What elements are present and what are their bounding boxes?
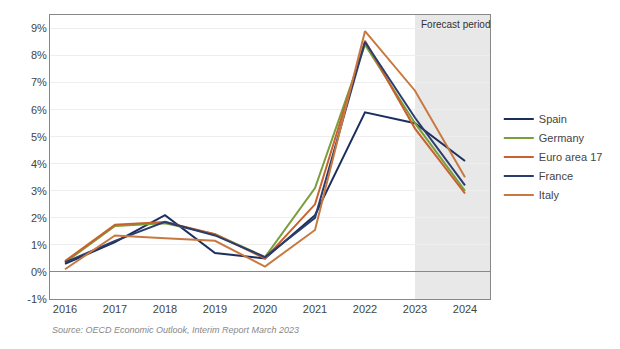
svg-text:2016: 2016 — [53, 303, 77, 315]
svg-text:2018: 2018 — [153, 303, 177, 315]
svg-text:Forecast period: Forecast period — [421, 19, 490, 30]
svg-text:2%: 2% — [31, 212, 47, 224]
svg-text:8%: 8% — [31, 49, 47, 61]
svg-text:2022: 2022 — [353, 303, 377, 315]
svg-text:Euro area 17: Euro area 17 — [539, 151, 603, 163]
svg-text:2023: 2023 — [403, 303, 427, 315]
svg-text:2021: 2021 — [303, 303, 327, 315]
svg-text:6%: 6% — [31, 104, 47, 116]
svg-text:5%: 5% — [31, 131, 47, 143]
svg-text:Italy: Italy — [539, 189, 560, 201]
svg-text:2019: 2019 — [203, 303, 227, 315]
svg-text:-1%: -1% — [27, 293, 47, 305]
svg-text:9%: 9% — [31, 22, 47, 34]
svg-text:0%: 0% — [31, 266, 47, 278]
svg-text:2017: 2017 — [103, 303, 127, 315]
svg-text:Germany: Germany — [539, 132, 585, 144]
svg-text:Source: OECD Economic Outlook,: Source: OECD Economic Outlook, Interim R… — [52, 325, 299, 335]
svg-text:Spain: Spain — [539, 113, 567, 125]
svg-text:7%: 7% — [31, 76, 47, 88]
svg-text:2020: 2020 — [253, 303, 277, 315]
svg-text:1%: 1% — [31, 239, 47, 251]
svg-text:4%: 4% — [31, 158, 47, 170]
svg-text:3%: 3% — [31, 185, 47, 197]
svg-text:France: France — [539, 170, 573, 182]
svg-text:2024: 2024 — [453, 303, 477, 315]
